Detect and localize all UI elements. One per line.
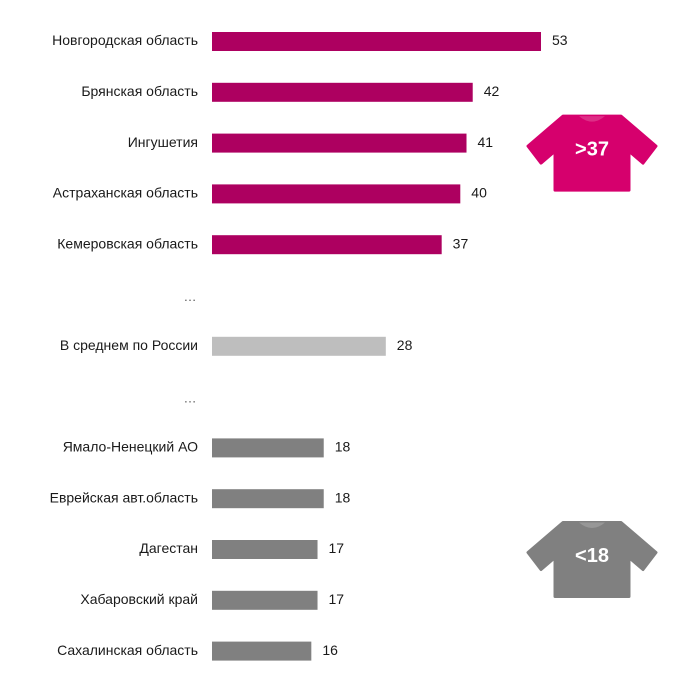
tshirt-icon	[526, 521, 658, 598]
value-label: 42	[484, 83, 500, 99]
bar-low	[212, 641, 312, 661]
category-label: Астраханская область	[53, 185, 198, 201]
value-label: 17	[329, 591, 345, 607]
bar-low	[212, 489, 324, 509]
tshirt-badge-high: >37	[526, 114, 658, 192]
chart-badges: >37 <18	[526, 114, 658, 598]
category-label: Новгородская область	[52, 32, 198, 48]
bar-low	[212, 590, 318, 610]
chart-rows: Новгородская область 53 Брянская область 42…	[50, 32, 568, 661]
value-label: 37	[453, 235, 469, 251]
bar-high	[212, 235, 442, 255]
category-label: Ингушетия	[128, 134, 198, 150]
tshirt-collar	[579, 522, 605, 528]
category-label: Сахалинская область	[57, 642, 198, 658]
category-label: В среднем по России	[60, 337, 198, 353]
bar-average	[212, 336, 386, 356]
bar-high	[212, 32, 541, 51]
bar-high	[212, 184, 461, 204]
value-label: 16	[322, 642, 338, 658]
value-label: 18	[335, 489, 351, 505]
category-label: Кемеровская область	[57, 235, 198, 251]
value-label: 41	[478, 134, 494, 150]
bar-low	[212, 438, 324, 458]
category-label: Еврейская авт.область	[50, 489, 198, 505]
value-label: 28	[397, 337, 413, 353]
tshirt-icon	[526, 114, 658, 192]
bar-high	[212, 133, 467, 153]
category-label: Хабаровский край	[80, 591, 198, 607]
value-label: 40	[471, 185, 487, 201]
bar-high	[212, 82, 473, 102]
badge-label: <18	[575, 545, 609, 567]
category-label: Брянская область	[81, 83, 198, 99]
tshirt-badge-low: <18	[526, 521, 658, 598]
value-label: 17	[329, 540, 345, 556]
bar-low	[212, 540, 318, 559]
ellipsis-gap: …	[184, 289, 197, 304]
tshirt-collar	[579, 116, 605, 122]
badge-label: >37	[575, 138, 609, 160]
category-label: Дагестан	[139, 540, 198, 556]
ellipsis-gap: …	[184, 391, 197, 406]
value-label: 18	[335, 439, 351, 455]
category-label: Ямало-Ненецкий АО	[63, 439, 198, 455]
value-label: 53	[552, 32, 568, 48]
